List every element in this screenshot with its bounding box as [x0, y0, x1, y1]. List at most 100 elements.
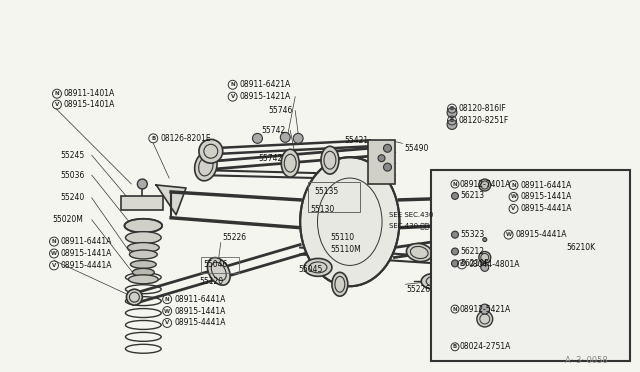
Circle shape [383, 144, 392, 152]
Ellipse shape [304, 259, 332, 276]
Circle shape [477, 311, 493, 327]
Ellipse shape [520, 191, 541, 229]
Text: 08911-6441A: 08911-6441A [174, 295, 225, 304]
Circle shape [503, 229, 514, 240]
Text: 08912-7401A: 08912-7401A [460, 180, 511, 189]
Circle shape [378, 155, 385, 162]
Circle shape [293, 134, 303, 143]
Text: 08915-4441A: 08915-4441A [516, 230, 567, 239]
Text: V: V [511, 206, 516, 211]
Circle shape [513, 192, 524, 203]
Text: N: N [452, 182, 458, 186]
Text: 08915-1421A: 08915-1421A [239, 92, 291, 101]
Text: W: W [511, 195, 516, 199]
Ellipse shape [300, 157, 399, 286]
Circle shape [280, 132, 290, 142]
Ellipse shape [125, 232, 161, 244]
Text: N: N [230, 82, 235, 87]
Circle shape [480, 260, 493, 274]
Ellipse shape [129, 250, 157, 259]
Text: 55245: 55245 [60, 151, 84, 160]
Circle shape [479, 251, 491, 263]
Text: W: W [51, 251, 57, 256]
Text: V: V [52, 263, 56, 268]
Ellipse shape [129, 275, 158, 284]
Text: W: W [506, 232, 511, 237]
Text: 55742: 55742 [262, 126, 285, 135]
Text: 08915-1441A: 08915-1441A [174, 307, 225, 315]
Text: 56213: 56213 [460, 192, 484, 201]
Text: 08911-1401A: 08911-1401A [64, 89, 115, 98]
Text: 55226: 55226 [223, 233, 247, 242]
Text: 08024-2751A: 08024-2751A [460, 342, 511, 351]
Text: 08120-8251F: 08120-8251F [459, 116, 509, 125]
Text: 55020M: 55020M [52, 215, 83, 224]
Text: 55110M: 55110M [330, 245, 361, 254]
Text: 55045: 55045 [298, 265, 323, 274]
Text: 08911-6441A: 08911-6441A [520, 180, 572, 189]
Text: 55046: 55046 [203, 260, 227, 269]
Text: B: B [453, 344, 457, 349]
Ellipse shape [282, 149, 299, 177]
Text: 08911-6421A: 08911-6421A [239, 80, 291, 89]
Text: B: B [151, 136, 156, 141]
Text: 55130: 55130 [310, 205, 334, 214]
Circle shape [481, 263, 489, 271]
Text: 08911-6441A: 08911-6441A [61, 237, 113, 246]
Text: 55323: 55323 [460, 230, 484, 239]
Bar [308, 182, 360, 212]
Bar [122, 196, 163, 210]
Text: B: B [450, 106, 454, 111]
Text: B: B [460, 262, 464, 267]
Circle shape [451, 260, 458, 267]
Text: 08915-4441A: 08915-4441A [174, 318, 225, 327]
Text: 55120: 55120 [199, 277, 223, 286]
Circle shape [479, 179, 491, 191]
Text: N: N [452, 307, 458, 312]
Circle shape [451, 248, 458, 255]
Circle shape [138, 179, 147, 189]
Circle shape [127, 289, 142, 305]
Ellipse shape [132, 268, 154, 276]
Bar [367, 140, 396, 184]
Bar [201, 257, 239, 273]
Ellipse shape [127, 243, 159, 253]
Text: 08126-8201E: 08126-8201E [160, 134, 211, 143]
Text: B: B [450, 118, 454, 123]
Circle shape [451, 231, 458, 238]
Circle shape [199, 140, 223, 163]
Circle shape [513, 216, 524, 227]
Text: 55110: 55110 [330, 233, 354, 242]
Text: 08915-1441A: 08915-1441A [61, 249, 113, 258]
Text: A· 3· 0058: A· 3· 0058 [565, 356, 608, 365]
Circle shape [451, 192, 458, 199]
Text: N: N [165, 296, 170, 302]
Text: V: V [230, 94, 235, 99]
Text: 55135: 55135 [314, 187, 339, 196]
Ellipse shape [124, 219, 162, 232]
Text: 08915-1401A: 08915-1401A [64, 100, 115, 109]
Text: 55226: 55226 [406, 285, 431, 294]
Text: 56212: 56212 [460, 247, 484, 256]
Ellipse shape [131, 260, 156, 268]
Circle shape [447, 108, 457, 118]
Text: SEC.430 参照: SEC.430 参照 [390, 222, 429, 229]
Text: N: N [54, 91, 60, 96]
Circle shape [480, 304, 490, 314]
Text: 56210K: 56210K [566, 243, 595, 252]
Text: 08915-4441A: 08915-4441A [520, 204, 572, 213]
Text: 08044-4801A: 08044-4801A [469, 260, 520, 269]
Circle shape [447, 119, 457, 129]
Text: 55036: 55036 [60, 171, 84, 180]
Circle shape [483, 238, 487, 241]
Text: 08915-4441A: 08915-4441A [61, 261, 113, 270]
Polygon shape [156, 185, 186, 215]
Text: 55240: 55240 [60, 193, 84, 202]
Text: N: N [511, 183, 516, 187]
Circle shape [505, 204, 516, 215]
Text: 55746: 55746 [268, 106, 292, 115]
Text: 08120-816IF: 08120-816IF [459, 104, 507, 113]
Ellipse shape [207, 257, 230, 285]
Ellipse shape [195, 151, 217, 181]
Text: W: W [164, 308, 170, 314]
